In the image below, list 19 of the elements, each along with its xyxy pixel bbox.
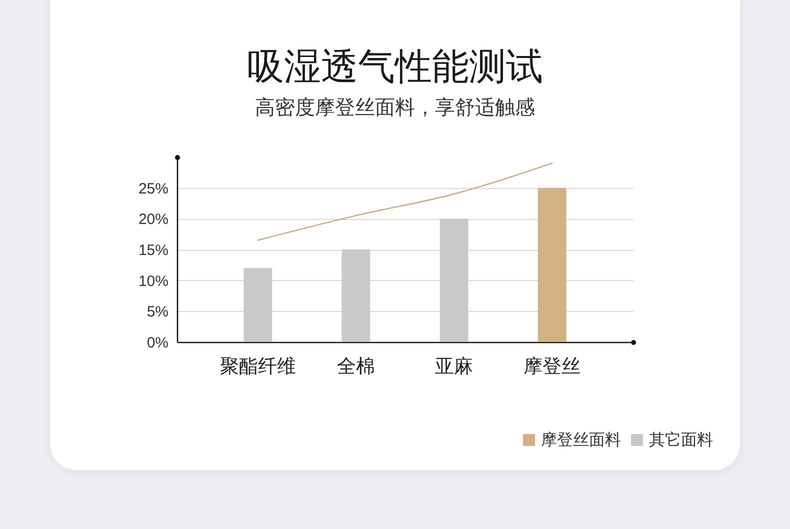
y-tick-label: 20%: [138, 211, 168, 228]
line-series: [257, 162, 553, 241]
y-tick-label: 5%: [146, 304, 168, 321]
y-tick-label: 0%: [146, 334, 168, 352]
legend-label: 其它面料: [649, 431, 713, 449]
bar: [244, 268, 272, 342]
bar: [342, 250, 370, 342]
y-tick-label: 15%: [138, 242, 168, 259]
y-tick-label: 25%: [138, 180, 168, 198]
x-tick-label: 全棉: [336, 356, 375, 378]
chart-subtitle: 高密度摩登丝面料，享舒适触感: [255, 96, 535, 119]
chart-title: 吸湿透气性能测试: [247, 46, 543, 87]
y-tick-label: 10%: [138, 272, 168, 290]
legend-label: 摩登丝面料: [541, 431, 621, 449]
x-tick-label: 聚酯纤维: [220, 356, 296, 378]
x-tick-label: 摩登丝: [524, 356, 581, 378]
bar: [440, 218, 468, 342]
bar: [538, 188, 566, 342]
x-tick-label: 亚麻: [435, 356, 474, 378]
